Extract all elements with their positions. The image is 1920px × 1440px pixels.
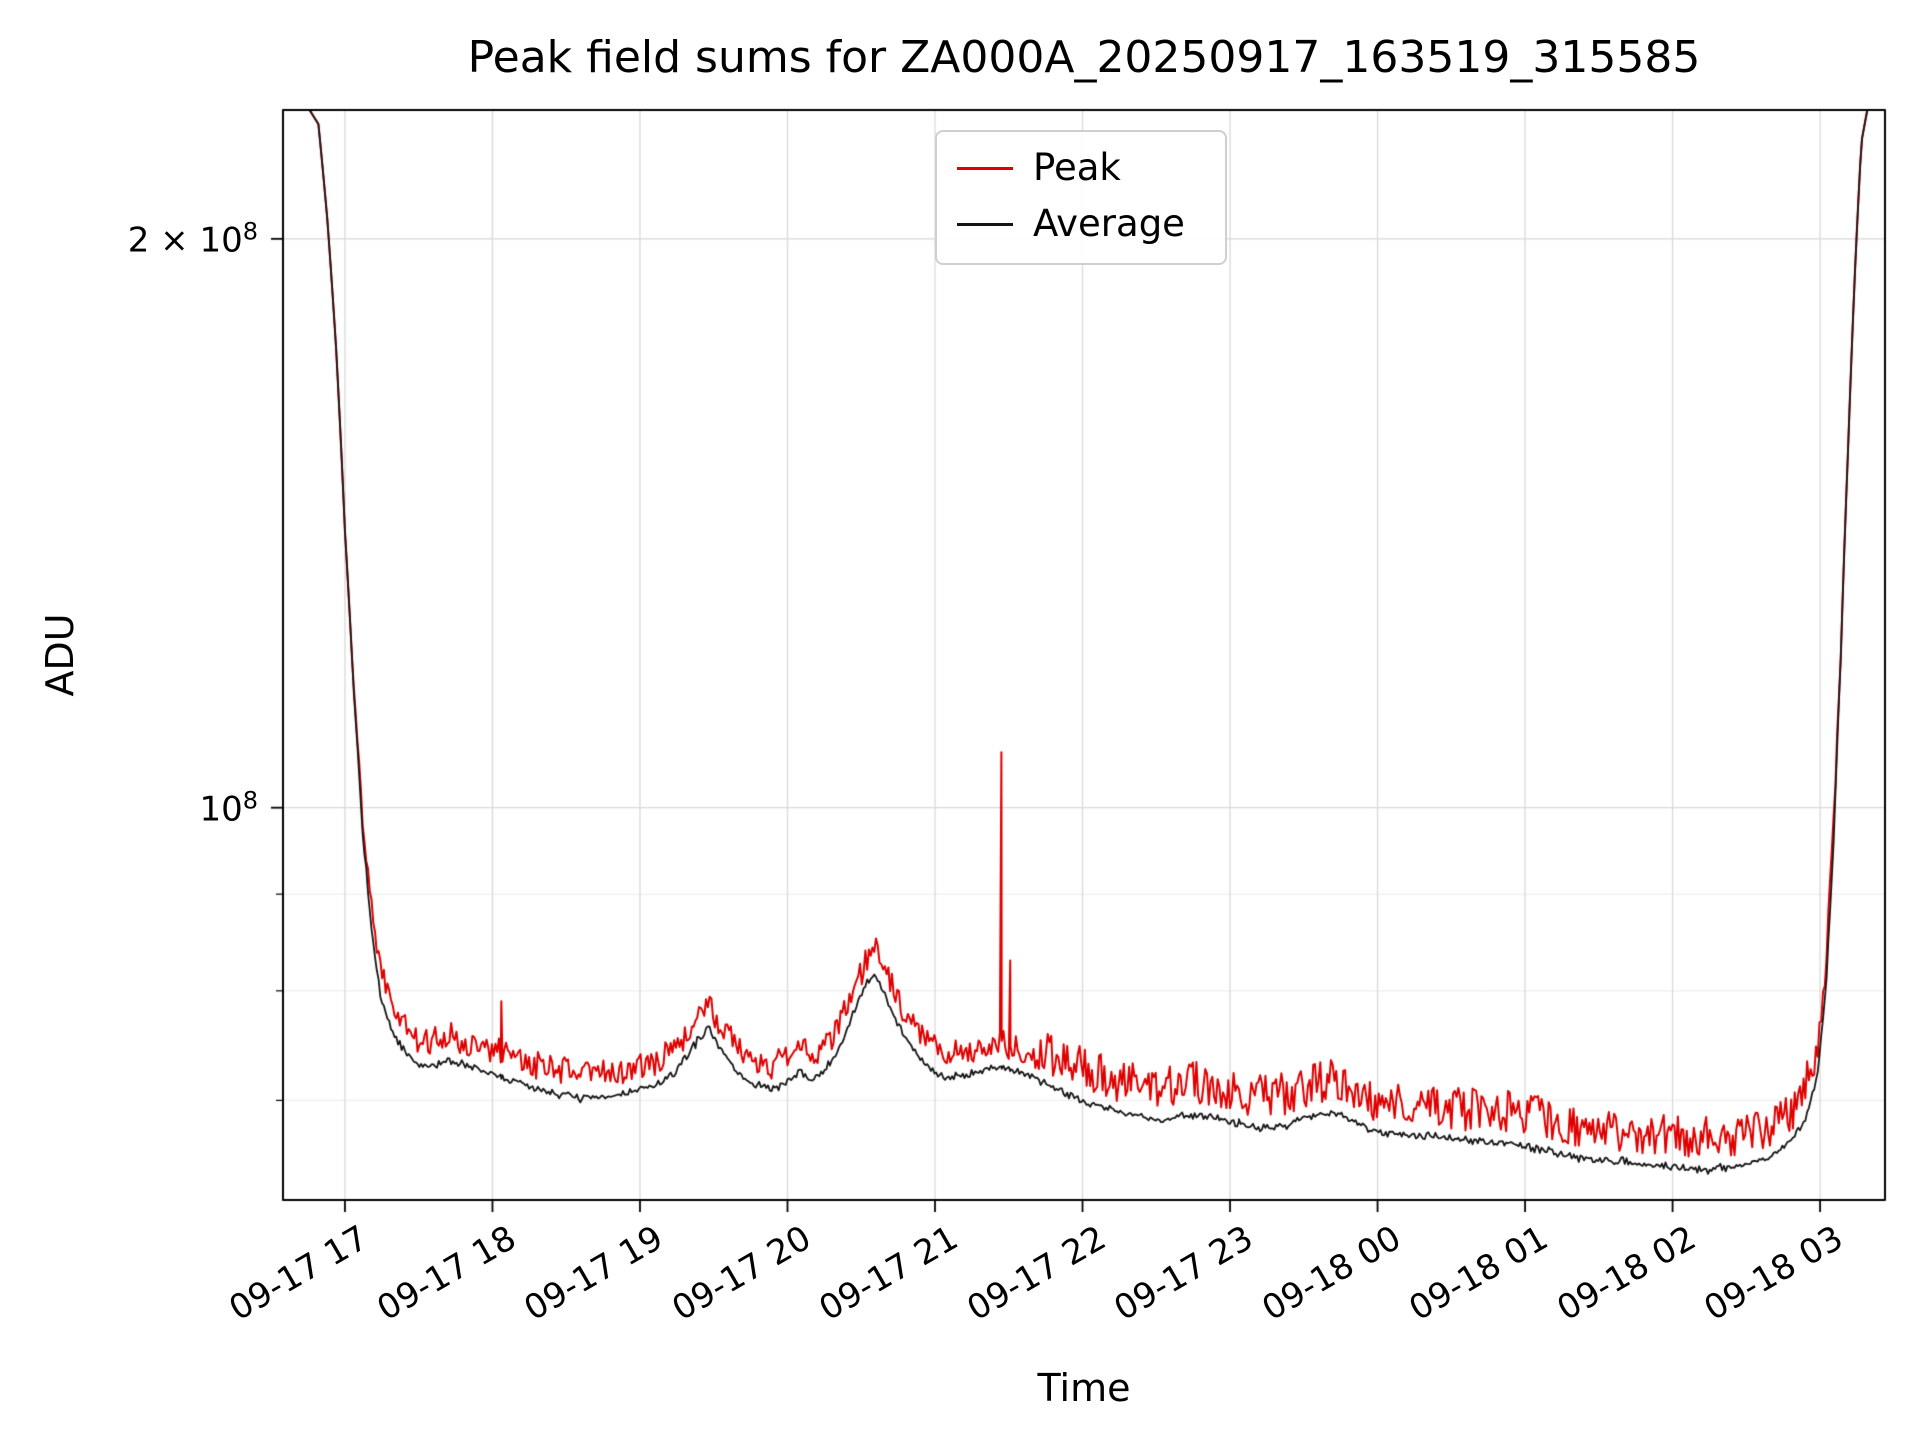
peak-legend-line <box>957 166 1013 170</box>
legend-item-peak: Peak <box>957 146 1185 190</box>
y-tick-mantissa: 10 <box>199 789 243 830</box>
x-axis-label: Time <box>1037 1366 1131 1410</box>
legend: Peak Average <box>935 130 1227 265</box>
y-tick-exponent: 8 <box>242 786 258 815</box>
y-tick-label-1e8: 108 <box>199 786 258 829</box>
chart-title: Peak field sums for ZA000A_20250917_1635… <box>467 32 1701 83</box>
y-tick-label-2e8: 2 × 108 <box>128 217 258 260</box>
legend-item-average: Average <box>957 202 1185 246</box>
y-tick-mantissa: 2 × 10 <box>127 220 243 261</box>
average-legend-line <box>957 223 1013 227</box>
average-legend-label: Average <box>1033 202 1185 246</box>
y-tick-exponent: 8 <box>242 217 258 246</box>
y-axis-label: ADU <box>38 613 82 697</box>
peak-legend-label: Peak <box>1033 146 1121 189</box>
